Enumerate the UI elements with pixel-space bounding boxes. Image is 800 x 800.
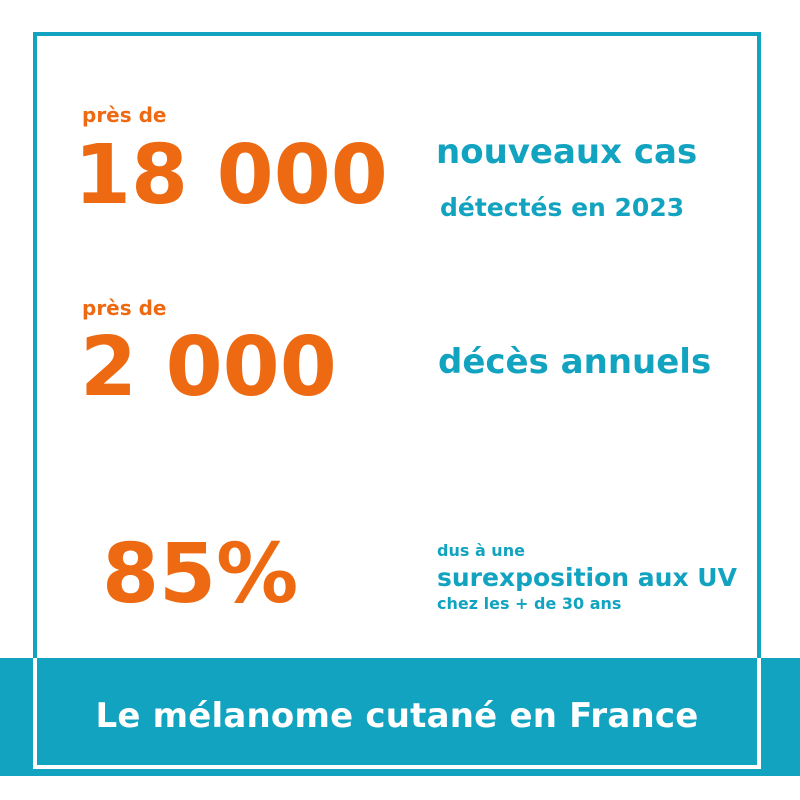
banner-title: Le mélanome cutané en France [95,696,699,736]
banner-frame: Le mélanome cutané en France [33,658,761,769]
stat-1-label-sub: détectés en 2023 [440,193,685,222]
stat-1-prefix: près de [82,103,167,127]
stat-2-prefix: près de [82,296,167,320]
stat-3-label-top: dus à une [437,541,525,560]
stat-3-label-bottom: chez les + de 30 ans [437,594,622,613]
title-banner: Le mélanome cutané en France [0,658,800,776]
stat-2-value: 2 000 [80,320,337,415]
stat-1-label-main: nouveaux cas [436,132,698,172]
stat-3-label-main: surexposition aux UV [437,563,737,592]
stat-2-label-main: décès annuels [438,342,712,382]
stat-3-value: 85% [102,527,299,622]
stat-1-value: 18 000 [74,128,388,223]
